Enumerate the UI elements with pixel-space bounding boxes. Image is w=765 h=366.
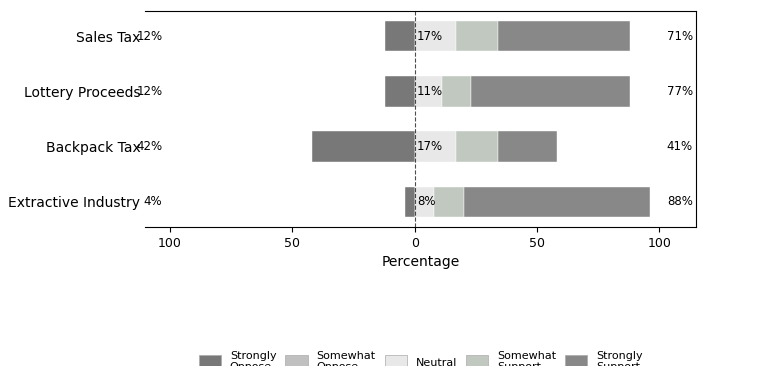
Bar — [415, 21, 456, 51]
Bar — [456, 131, 498, 162]
Bar — [441, 76, 471, 107]
Text: 71%: 71% — [667, 30, 693, 42]
Text: 12%: 12% — [136, 30, 162, 42]
Bar — [312, 131, 415, 162]
Text: 42%: 42% — [136, 140, 162, 153]
Bar — [405, 187, 415, 217]
Bar — [415, 131, 456, 162]
Text: 88%: 88% — [667, 195, 692, 208]
Text: 4%: 4% — [144, 195, 162, 208]
Legend: Strongly
Oppose, Somewhat
Oppose, Neutral, Somewhat
Support, Strongly
Support: Strongly Oppose, Somewhat Oppose, Neutra… — [194, 346, 647, 366]
Bar — [386, 76, 415, 107]
Text: 8%: 8% — [417, 195, 435, 208]
Text: 12%: 12% — [136, 85, 162, 98]
Text: 77%: 77% — [667, 85, 693, 98]
Bar — [415, 187, 435, 217]
Bar — [471, 76, 630, 107]
Text: 41%: 41% — [667, 140, 693, 153]
Bar — [456, 21, 498, 51]
Bar — [415, 76, 441, 107]
Bar — [498, 21, 630, 51]
Text: 17%: 17% — [417, 30, 443, 42]
Bar — [498, 131, 557, 162]
Text: 17%: 17% — [417, 140, 443, 153]
X-axis label: Percentage: Percentage — [382, 255, 460, 269]
Bar — [464, 187, 649, 217]
Bar — [386, 21, 415, 51]
Text: 11%: 11% — [417, 85, 443, 98]
Bar — [435, 187, 464, 217]
